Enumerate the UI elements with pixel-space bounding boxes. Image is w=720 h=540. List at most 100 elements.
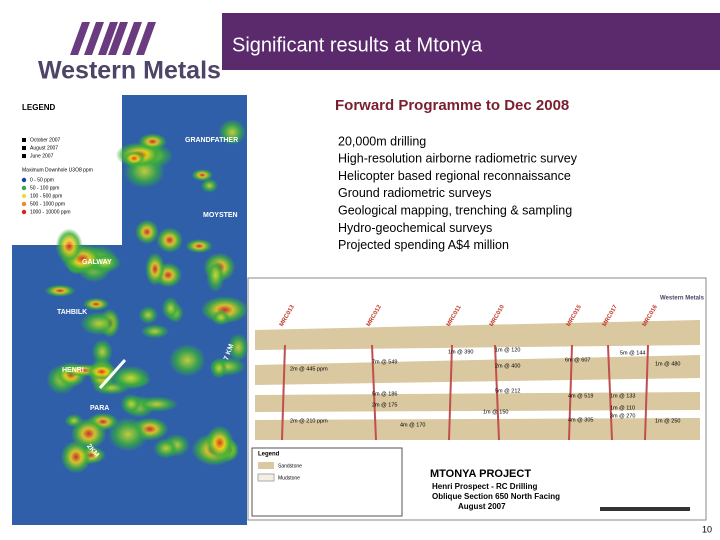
map-anomaly	[205, 425, 234, 461]
intercept-label: 2m @ 400	[495, 363, 520, 369]
logo	[70, 22, 156, 55]
layer	[255, 392, 700, 412]
map-anomaly	[218, 119, 246, 146]
drillhole	[644, 344, 649, 441]
legend-label: October 2007	[30, 137, 61, 143]
logo-mark	[108, 22, 156, 55]
legend-label: 0 - 50 ppm	[30, 177, 54, 183]
map-label: MOYSTEN	[203, 212, 238, 219]
layer	[255, 418, 700, 440]
map-anomaly	[138, 306, 159, 324]
programme-item: Ground radiometric surveys	[338, 186, 492, 200]
legend-label: 1000 - 10000 ppm	[30, 209, 71, 215]
intercept-label: 1m @ 110	[610, 405, 635, 411]
map-anomaly	[82, 297, 110, 311]
map-anomaly	[156, 227, 184, 253]
map-anomaly	[122, 150, 146, 167]
map-anomaly	[185, 239, 213, 254]
intercept-label: 1m @ 390	[448, 349, 473, 355]
map-label: HENRI	[62, 367, 84, 374]
map-anomaly	[60, 440, 92, 474]
scale-bar	[600, 507, 690, 511]
map-label: TAHBILK	[57, 309, 87, 316]
header-bar	[222, 13, 720, 70]
map-anomaly	[227, 333, 249, 362]
legend-label: 100 - 500 ppm	[30, 193, 62, 199]
map-anomaly	[210, 357, 228, 379]
cross-section	[247, 277, 707, 521]
intercept-label: 5m @ 186	[372, 391, 397, 397]
legend-label: Mudstone	[278, 475, 300, 481]
logo-text: Western Metals	[38, 57, 221, 85]
map-anomaly	[140, 324, 170, 339]
programme-item: Projected spending A$4 million	[338, 238, 509, 252]
intercept-label: 1m @ 250	[655, 418, 680, 424]
layer	[255, 320, 700, 350]
legend-symbol	[21, 185, 27, 191]
map-anomaly	[206, 258, 225, 293]
programme-item: Hydro-geochemical surveys	[338, 221, 492, 235]
map-anomaly	[200, 178, 219, 193]
drillhole	[607, 344, 613, 441]
map-anomaly	[135, 396, 179, 412]
drillhole	[371, 344, 377, 441]
drillhole	[494, 344, 500, 441]
drillhole	[568, 344, 573, 441]
programme-item: Helicopter based regional reconnaissance	[338, 169, 571, 183]
legend-label: June 2007	[30, 153, 54, 159]
section-legend-box	[251, 447, 403, 517]
intercept-label: 4m @ 519	[568, 393, 593, 399]
legend-label: August 2007	[30, 145, 58, 151]
legend-label: Sandstone	[278, 463, 302, 469]
section-logo: Western Metals	[660, 296, 705, 302]
intercept-label: 7m @ 549	[372, 359, 397, 365]
map-legend-title: LEGEND	[22, 103, 56, 112]
intercept-label: 4m @ 170	[400, 422, 425, 428]
programme-item: 20,000m drilling	[338, 134, 426, 148]
intercept-label: 2m @ 175	[372, 402, 397, 408]
map-anomaly	[191, 169, 213, 182]
map-anomaly	[145, 252, 165, 286]
legend-swatch	[258, 462, 274, 469]
section-date: August 2007	[458, 502, 506, 511]
map-anomaly	[44, 284, 76, 297]
map-anomaly	[55, 228, 83, 264]
map-label: GRANDFATHER	[185, 137, 238, 144]
map-anomaly	[135, 219, 159, 245]
section-subtitle: Henri Prospect - RC Drilling	[432, 482, 537, 491]
map-anomaly	[168, 343, 206, 377]
map-anomaly	[70, 418, 107, 450]
map-anomaly	[138, 133, 167, 150]
map	[12, 95, 249, 525]
section-legend-title: Legend	[258, 452, 280, 458]
intercept-label: 1m @ 120	[495, 347, 520, 353]
map-anomaly	[211, 309, 231, 326]
map-anomaly	[120, 393, 143, 415]
map-anomaly	[91, 339, 113, 365]
legend-symbol	[21, 201, 27, 207]
map-legend-box	[12, 95, 122, 245]
map-anomaly	[161, 296, 180, 320]
legend-symbol	[22, 154, 26, 158]
intercept-label: 3m @ 270	[610, 413, 635, 419]
legend-symbol	[21, 177, 27, 183]
legend-label: 500 - 1000 ppm	[30, 201, 65, 207]
slide-title: Significant results at Mtonya	[232, 34, 483, 56]
drillhole	[448, 344, 453, 441]
legend-symbol	[22, 146, 26, 150]
logo-mark	[70, 22, 118, 55]
intercept-label: 1m @ 480	[655, 361, 680, 367]
legend-symbol	[22, 138, 26, 142]
intercept-label: 5m @ 144	[620, 350, 645, 356]
programme-item: High-resolution airborne radiometric sur…	[338, 152, 578, 166]
map-label: GALWAY	[82, 259, 112, 266]
intercept-label: 5m @ 212	[495, 388, 520, 394]
legend-swatch	[257, 473, 275, 482]
intercept-label: 2m @ 445 ppm	[290, 366, 328, 372]
map-legend-subtitle: Maximum Downhole U3O8 ppm	[22, 167, 93, 173]
map-anomaly	[109, 365, 151, 390]
map-label: PARA	[90, 405, 109, 412]
layer	[255, 355, 700, 385]
